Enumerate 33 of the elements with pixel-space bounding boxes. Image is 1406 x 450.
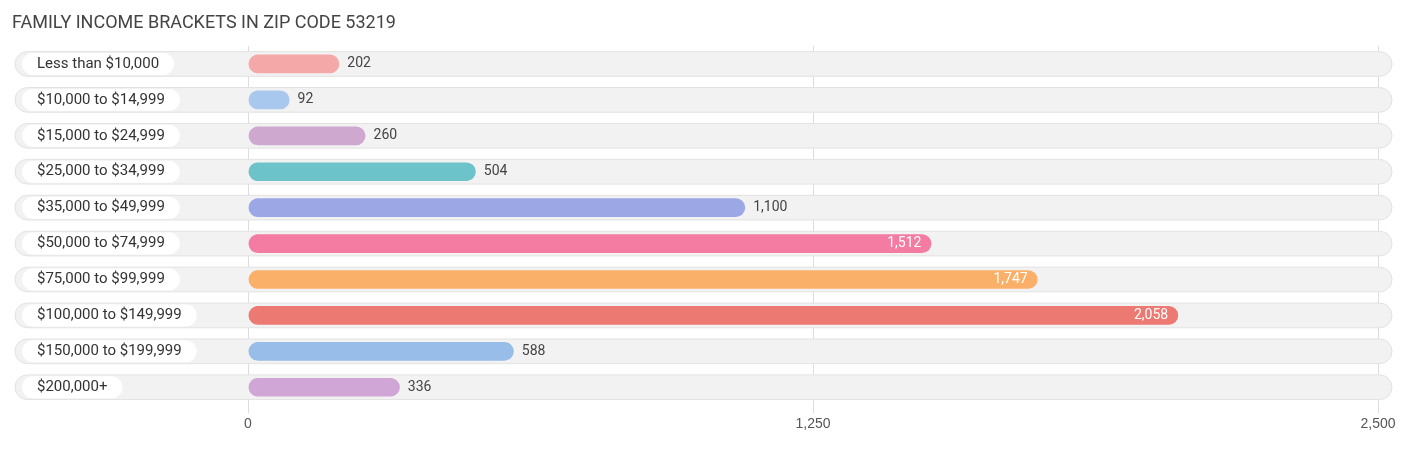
data-label: 1,100 xyxy=(753,198,788,215)
y-tick-label: $50,000 to $74,999 xyxy=(37,233,165,252)
data-label: 92 xyxy=(297,90,314,107)
data-label: 504 xyxy=(483,162,508,179)
y-tick-label: $200,000+ xyxy=(37,376,108,395)
bar xyxy=(248,341,514,361)
bar xyxy=(248,234,932,253)
y-tick-label: $35,000 to $49,999 xyxy=(37,197,165,216)
bar xyxy=(248,126,366,146)
bar xyxy=(248,377,400,397)
data-label: 2,058 xyxy=(1133,305,1169,322)
x-tick-label: 0 xyxy=(244,415,253,432)
x-tick-label: 2,500 xyxy=(1360,415,1396,432)
data-label: 1,747 xyxy=(993,269,1028,286)
bar xyxy=(248,162,476,182)
y-tick-label: $75,000 to $99,999 xyxy=(37,269,165,288)
y-tick-label: $15,000 to $24,999 xyxy=(37,125,165,144)
x-tick-label: 1,250 xyxy=(795,415,831,432)
data-label: 1,512 xyxy=(887,234,922,251)
bar xyxy=(248,198,746,217)
bar xyxy=(248,306,1179,325)
y-tick-label: Less than $10,000 xyxy=(37,53,160,72)
data-label: 202 xyxy=(347,54,372,71)
y-tick-label: $100,000 to $149,999 xyxy=(37,305,182,324)
bar xyxy=(248,270,1038,289)
data-label: 336 xyxy=(407,377,432,394)
y-tick-label: $25,000 to $34,999 xyxy=(37,161,165,180)
data-label: 260 xyxy=(373,126,398,143)
y-tick-label: $150,000 to $199,999 xyxy=(37,341,182,360)
chart-title: FAMILY INCOME BRACKETS IN ZIP CODE 53219 xyxy=(12,11,396,32)
bar xyxy=(248,54,340,74)
data-label: 588 xyxy=(521,341,546,358)
y-tick-label: $10,000 to $14,999 xyxy=(37,89,165,108)
